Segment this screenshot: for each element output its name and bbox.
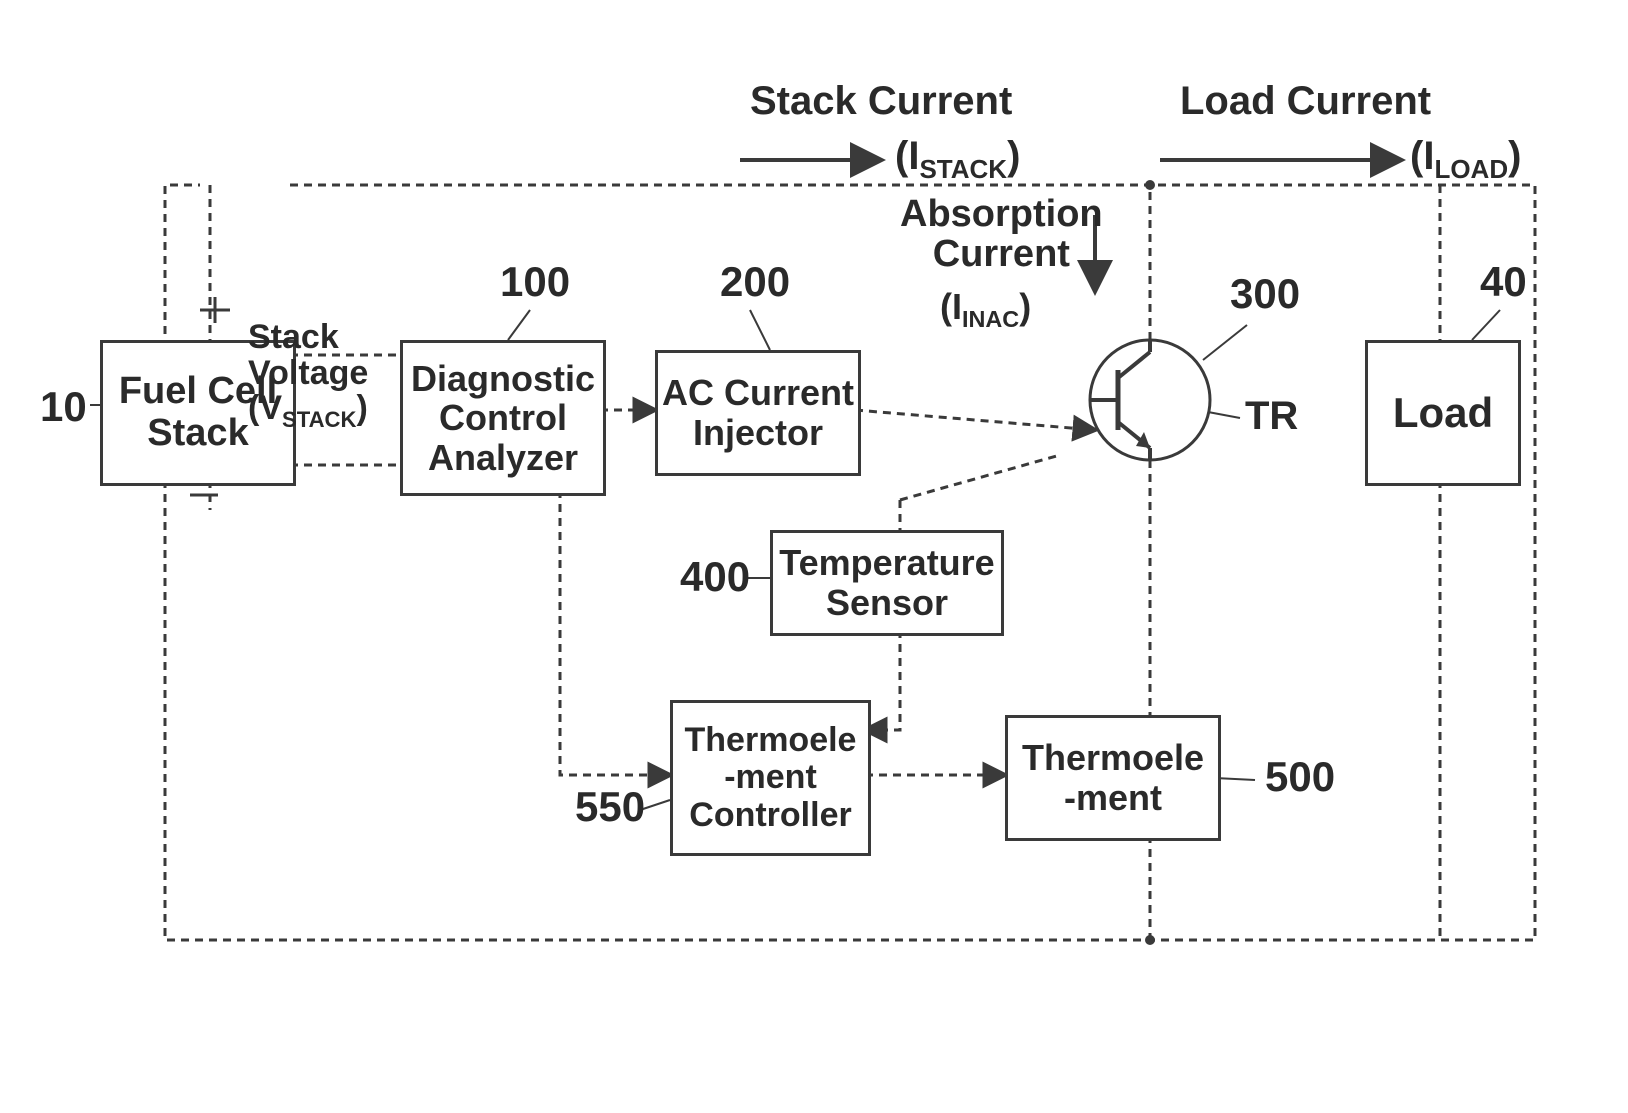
ann-line: Current xyxy=(900,235,1103,275)
ref-300: 300 xyxy=(1230,272,1300,316)
block-line: -ment xyxy=(1064,778,1162,818)
ann-line: (VSTACK) xyxy=(248,391,368,431)
ref-40: 40 xyxy=(1480,260,1527,304)
block-analyzer: Diagnostic Control Analyzer xyxy=(400,340,606,496)
block-load: Load xyxy=(1365,340,1521,486)
ann-load-current-sym: (ILOAD) xyxy=(1410,135,1521,183)
block-line: Control xyxy=(439,398,567,438)
block-thermo-controller: Thermoele -ment Controller xyxy=(670,700,871,856)
ref-200: 200 xyxy=(720,260,790,304)
block-line: Thermoele xyxy=(1022,738,1204,778)
transistor-symbol xyxy=(1090,340,1210,460)
block-line: Stack xyxy=(147,413,248,455)
block-temp-sensor: Temperature Sensor xyxy=(770,530,1004,636)
block-line: AC Current xyxy=(662,373,854,413)
ref-10: 10 xyxy=(40,385,87,429)
block-line: Diagnostic xyxy=(411,359,595,399)
ann-load-current: Load Current xyxy=(1180,80,1431,122)
block-line: Thermoele xyxy=(685,722,857,759)
ann-stack-voltage: Stack Voltage (VSTACK) xyxy=(248,320,368,431)
ann-stack-current: Stack Current xyxy=(750,80,1012,122)
ann-absorption-sym: (IINAC) xyxy=(940,288,1031,332)
block-thermoelement: Thermoele -ment xyxy=(1005,715,1221,841)
ann-absorption: Absorption Current xyxy=(900,195,1103,275)
block-injector: AC Current Injector xyxy=(655,350,861,476)
block-line: Load xyxy=(1393,390,1493,436)
block-line: Sensor xyxy=(826,583,948,623)
block-line: Analyzer xyxy=(428,438,578,478)
diagram-stage: Fuel Cell Stack Diagnostic Control Analy… xyxy=(0,0,1628,1113)
block-line: Injector xyxy=(693,413,823,453)
block-line: Temperature xyxy=(779,543,994,583)
ref-500: 500 xyxy=(1265,755,1335,799)
ref-400: 400 xyxy=(680,555,750,599)
ann-tr: TR xyxy=(1245,395,1298,437)
block-line: Controller xyxy=(689,797,851,834)
ann-line: Voltage xyxy=(248,356,368,392)
block-line: -ment xyxy=(724,759,817,796)
ann-line: Absorption xyxy=(900,195,1103,235)
ann-line: Stack xyxy=(248,320,368,356)
ref-100: 100 xyxy=(500,260,570,304)
ann-stack-current-sym: (ISTACK) xyxy=(895,135,1020,183)
ref-550: 550 xyxy=(575,785,645,829)
